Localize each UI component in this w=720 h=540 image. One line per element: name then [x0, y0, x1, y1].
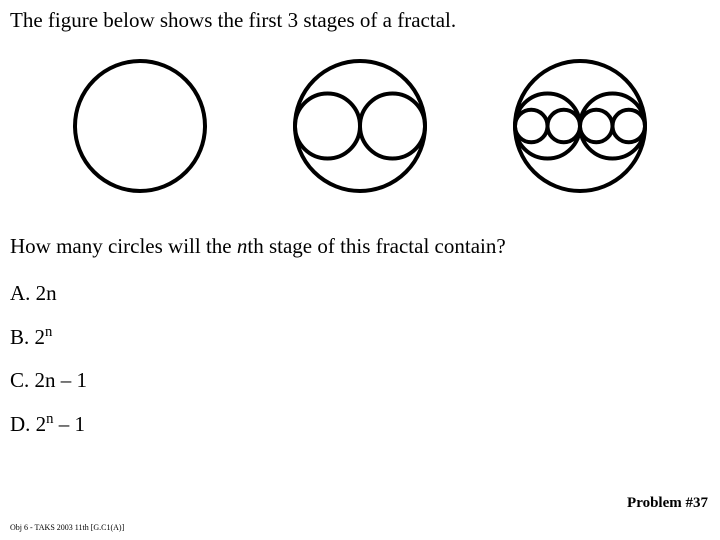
answer-list: A. 2n B. 2n C. 2n – 1 D. 2n – 1 [10, 281, 710, 437]
fractal-stage-3 [505, 51, 655, 206]
question-var: n [237, 234, 248, 258]
answer-c: C. 2n – 1 [10, 368, 710, 393]
answer-d-tail: – 1 [54, 412, 86, 436]
answer-a-expr: 2n [36, 281, 57, 305]
fractal-figures [10, 51, 710, 206]
answer-b-base: 2 [35, 325, 46, 349]
answer-c-label: C. [10, 368, 35, 392]
question-pre: How many circles will the [10, 234, 237, 258]
answer-b-sup: n [45, 324, 52, 340]
question-text: How many circles will the nth stage of t… [10, 234, 710, 259]
prompt-text: The figure below shows the first 3 stage… [10, 8, 710, 33]
problem-number: Problem #37 [627, 495, 708, 512]
answer-b-label: B. [10, 325, 35, 349]
fractal-stage-1 [65, 51, 215, 206]
footer-reference: Obj 6 - TAKS 2003 11th [G.C1(A)] [10, 523, 124, 532]
fractal-stage-2 [285, 51, 435, 206]
answer-c-expr: 2n – 1 [35, 368, 88, 392]
answer-d: D. 2n – 1 [10, 411, 710, 437]
question-post: th stage of this fractal contain? [247, 234, 505, 258]
answer-d-base: 2 [36, 412, 47, 436]
answer-d-label: D. [10, 412, 36, 436]
answer-b: B. 2n [10, 324, 710, 350]
answer-d-sup: n [46, 411, 53, 427]
answer-a-label: A. [10, 281, 36, 305]
answer-a: A. 2n [10, 281, 710, 306]
